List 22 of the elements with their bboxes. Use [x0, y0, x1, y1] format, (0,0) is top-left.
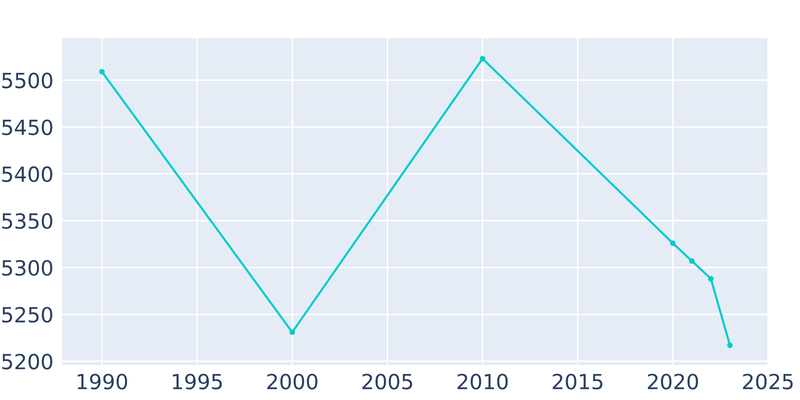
x-tick-label: 2000	[267, 374, 318, 390]
x-tick-label: 2010	[458, 374, 508, 390]
x-tick-label: 2005	[362, 374, 412, 390]
y-tick-label: 5200	[2, 354, 52, 370]
x-tick-label: 2025	[743, 374, 793, 390]
y-tick-label: 5300	[2, 260, 52, 276]
point	[689, 258, 695, 264]
point	[670, 240, 676, 246]
x-tick-label: 1990	[78, 374, 128, 390]
point	[289, 329, 296, 335]
point	[480, 56, 486, 62]
x-tick-label: 1995	[172, 374, 222, 390]
y-tick-label: 5350	[2, 213, 52, 229]
x-tick-label: 2015	[552, 374, 602, 390]
y-tick-label: 5250	[2, 306, 52, 323]
point	[727, 342, 733, 348]
y-tick-label: 5450	[2, 119, 52, 136]
y-tick-label: 5400	[2, 166, 52, 182]
x-tick-label: 2020	[648, 374, 698, 390]
point	[708, 276, 714, 282]
y-tick-label: 5500	[2, 72, 52, 88]
point	[99, 68, 105, 75]
